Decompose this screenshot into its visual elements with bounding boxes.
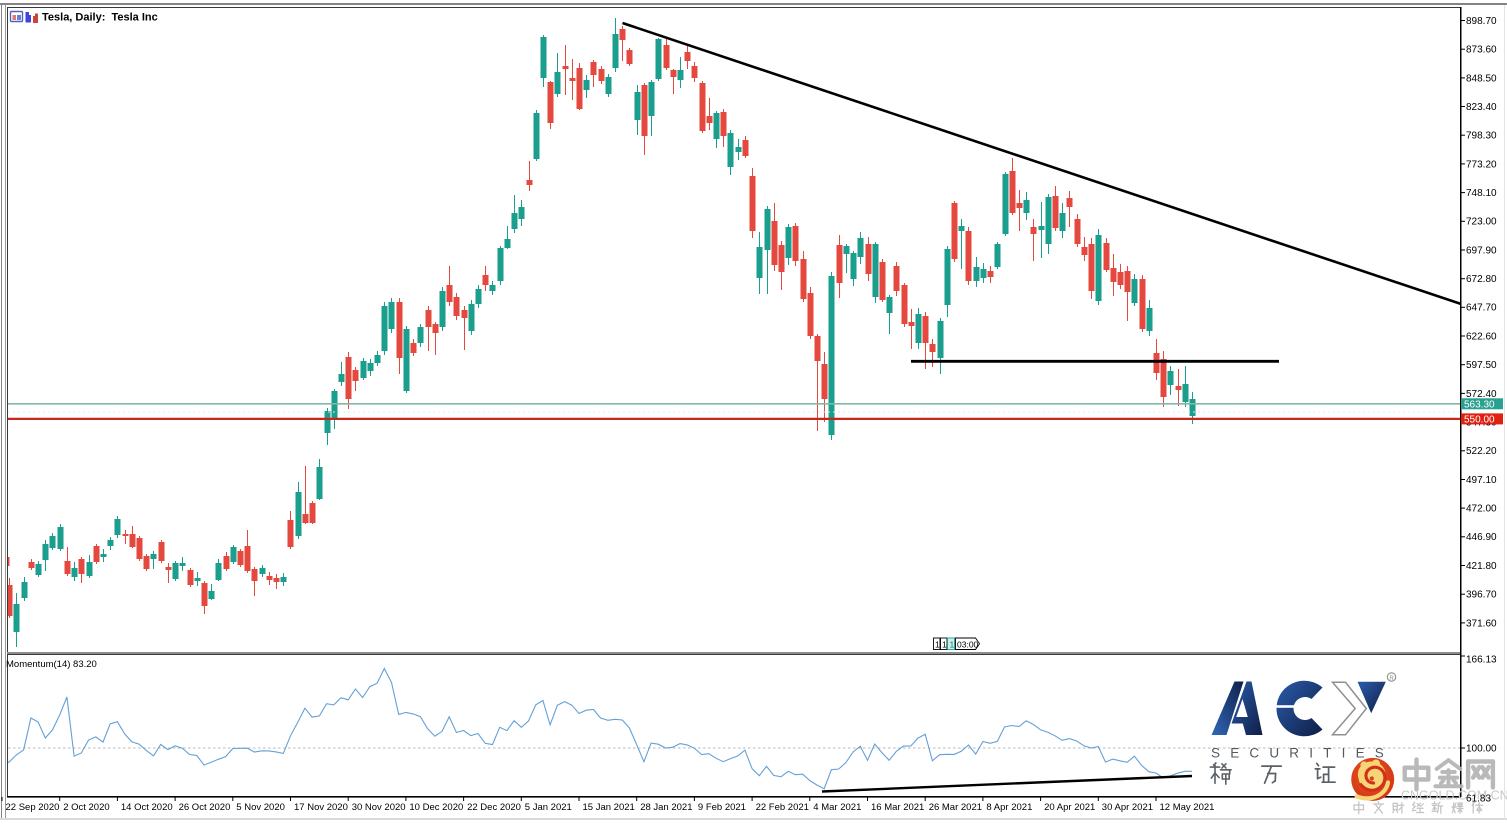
svg-text:SECURITIES: SECURITIES xyxy=(1211,746,1394,761)
svg-text:20 Apr 2021: 20 Apr 2021 xyxy=(1044,802,1095,813)
svg-text:873.60: 873.60 xyxy=(1466,45,1497,56)
svg-text:1: 1 xyxy=(950,640,955,650)
svg-text:8 Apr 2021: 8 Apr 2021 xyxy=(986,802,1032,813)
svg-text:898.70: 898.70 xyxy=(1466,16,1497,27)
svg-text:03:00: 03:00 xyxy=(957,640,979,650)
svg-text:22 Sep 2020: 22 Sep 2020 xyxy=(6,802,60,813)
svg-text:28 Jan 2021: 28 Jan 2021 xyxy=(640,802,692,813)
svg-text:697.90: 697.90 xyxy=(1466,245,1497,256)
svg-text:1: 1 xyxy=(935,640,940,650)
svg-text:30 Nov 2020: 30 Nov 2020 xyxy=(352,802,406,813)
svg-text:26 Oct 2020: 26 Oct 2020 xyxy=(179,802,231,813)
svg-text:550.00: 550.00 xyxy=(1464,414,1495,425)
svg-text:22 Dec 2020: 22 Dec 2020 xyxy=(467,802,521,813)
svg-text:522.20: 522.20 xyxy=(1466,446,1497,457)
svg-text:5 Jan 2021: 5 Jan 2021 xyxy=(525,802,572,813)
svg-text:1: 1 xyxy=(942,640,947,650)
svg-text:823.40: 823.40 xyxy=(1466,102,1497,113)
svg-text:CNGOLD.COM.CN: CNGOLD.COM.CN xyxy=(1401,789,1507,803)
svg-text:371.60: 371.60 xyxy=(1466,618,1497,629)
svg-text:Momentum(14) 83.20: Momentum(14) 83.20 xyxy=(6,659,97,670)
svg-text:672.80: 672.80 xyxy=(1466,274,1497,285)
svg-text:647.70: 647.70 xyxy=(1466,303,1497,314)
svg-text:100.00: 100.00 xyxy=(1466,743,1497,754)
svg-text:26 Mar 2021: 26 Mar 2021 xyxy=(929,802,982,813)
svg-text:61.83: 61.83 xyxy=(1466,794,1491,805)
svg-text:R: R xyxy=(1389,676,1394,682)
svg-text:16 Mar 2021: 16 Mar 2021 xyxy=(871,802,924,813)
svg-text:773.20: 773.20 xyxy=(1466,159,1497,170)
svg-text:446.90: 446.90 xyxy=(1466,532,1497,543)
svg-text:14 Oct 2020: 14 Oct 2020 xyxy=(121,802,173,813)
svg-text:748.10: 748.10 xyxy=(1466,188,1497,199)
svg-text:5 Nov 2020: 5 Nov 2020 xyxy=(236,802,285,813)
svg-text:22 Feb 2021: 22 Feb 2021 xyxy=(756,802,809,813)
svg-text:4 Mar 2021: 4 Mar 2021 xyxy=(813,802,861,813)
svg-text:472.00: 472.00 xyxy=(1466,504,1497,515)
svg-text:17 Nov 2020: 17 Nov 2020 xyxy=(294,802,348,813)
svg-text:421.80: 421.80 xyxy=(1466,561,1497,572)
svg-text:396.70: 396.70 xyxy=(1466,590,1497,601)
svg-text:10 Dec 2020: 10 Dec 2020 xyxy=(409,802,463,813)
svg-text:497.10: 497.10 xyxy=(1466,475,1497,486)
svg-text:2 Oct 2020: 2 Oct 2020 xyxy=(63,802,109,813)
svg-text:572.40: 572.40 xyxy=(1466,389,1497,400)
svg-text:597.50: 597.50 xyxy=(1466,360,1497,371)
svg-text:30 Apr 2021: 30 Apr 2021 xyxy=(1102,802,1153,813)
svg-text:563.30: 563.30 xyxy=(1464,399,1495,410)
svg-text:723.00: 723.00 xyxy=(1466,217,1497,228)
svg-text:Tesla, Daily: Tesla Inc: Tesla, Daily: Tesla Inc xyxy=(42,12,158,24)
svg-text:15 Jan 2021: 15 Jan 2021 xyxy=(583,802,635,813)
svg-text:622.60: 622.60 xyxy=(1466,331,1497,342)
svg-text:9 Feb 2021: 9 Feb 2021 xyxy=(698,802,746,813)
svg-text:798.30: 798.30 xyxy=(1466,131,1497,142)
svg-text:848.50: 848.50 xyxy=(1466,73,1497,84)
svg-text:12 May 2021: 12 May 2021 xyxy=(1160,802,1215,813)
svg-text:166.13: 166.13 xyxy=(1466,655,1497,666)
